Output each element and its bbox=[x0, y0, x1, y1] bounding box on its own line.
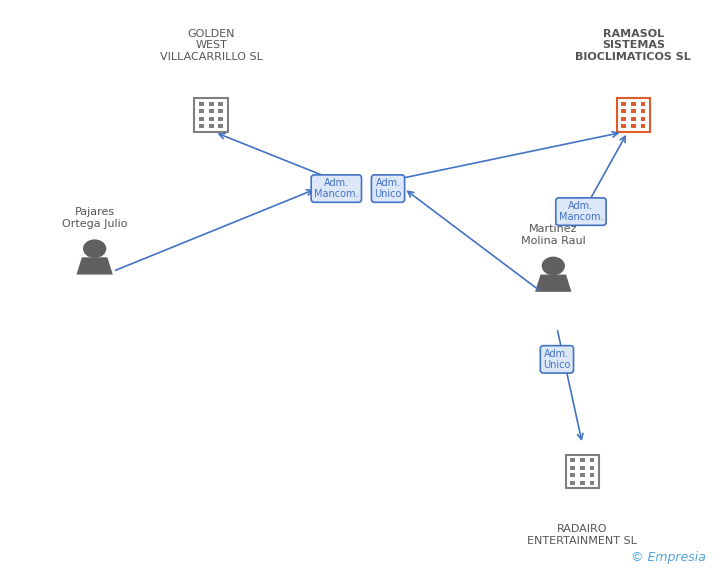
Text: Adm.
Mancom.: Adm. Mancom. bbox=[314, 178, 359, 200]
Bar bbox=[590, 466, 594, 470]
Bar bbox=[571, 473, 575, 477]
Text: RADAIRO
ENTERTAINMENT SL: RADAIRO ENTERTAINMENT SL bbox=[528, 524, 637, 546]
Bar bbox=[641, 109, 646, 113]
Bar bbox=[590, 458, 594, 462]
Bar bbox=[580, 481, 585, 485]
Bar bbox=[590, 481, 594, 485]
Bar bbox=[209, 124, 213, 128]
Text: GOLDEN
WEST
VILLACARRILLO SL: GOLDEN WEST VILLACARRILLO SL bbox=[159, 29, 263, 62]
Polygon shape bbox=[76, 258, 113, 274]
Bar bbox=[622, 109, 626, 113]
Bar bbox=[571, 458, 575, 462]
Bar bbox=[641, 117, 646, 121]
Bar bbox=[580, 473, 585, 477]
Text: Pajares
Ortega Julio: Pajares Ortega Julio bbox=[62, 207, 127, 229]
Bar bbox=[218, 109, 223, 113]
Bar bbox=[622, 102, 626, 106]
Bar bbox=[622, 124, 626, 128]
Circle shape bbox=[84, 240, 106, 258]
Text: Adm.
Mancom.: Adm. Mancom. bbox=[558, 201, 604, 223]
Text: RAMASOL
SISTEMAS
BIOCLIMATICOS SL: RAMASOL SISTEMAS BIOCLIMATICOS SL bbox=[576, 29, 691, 62]
Bar bbox=[199, 117, 204, 121]
Bar bbox=[209, 117, 213, 121]
Bar bbox=[622, 117, 626, 121]
FancyBboxPatch shape bbox=[617, 98, 650, 132]
Circle shape bbox=[542, 258, 564, 275]
Bar bbox=[631, 117, 636, 121]
Bar bbox=[631, 109, 636, 113]
FancyBboxPatch shape bbox=[194, 98, 228, 132]
Bar bbox=[590, 473, 594, 477]
Bar bbox=[641, 124, 646, 128]
Bar bbox=[209, 102, 213, 106]
Bar bbox=[641, 102, 646, 106]
Bar bbox=[580, 466, 585, 470]
Bar bbox=[218, 117, 223, 121]
Bar bbox=[631, 102, 636, 106]
Text: Adm.
Unico: Adm. Unico bbox=[374, 178, 402, 200]
Bar bbox=[218, 102, 223, 106]
Text: Adm.
Unico: Adm. Unico bbox=[543, 348, 571, 370]
Text: © Empresia: © Empresia bbox=[631, 550, 706, 564]
Bar bbox=[209, 109, 213, 113]
Bar bbox=[571, 481, 575, 485]
Bar bbox=[580, 458, 585, 462]
FancyBboxPatch shape bbox=[566, 455, 599, 488]
Bar bbox=[631, 124, 636, 128]
Bar bbox=[199, 102, 204, 106]
Text: Martinez
Molina Raul: Martinez Molina Raul bbox=[521, 224, 585, 246]
Bar bbox=[571, 466, 575, 470]
Bar bbox=[199, 124, 204, 128]
Bar bbox=[199, 109, 204, 113]
Bar bbox=[218, 124, 223, 128]
Polygon shape bbox=[535, 275, 571, 292]
